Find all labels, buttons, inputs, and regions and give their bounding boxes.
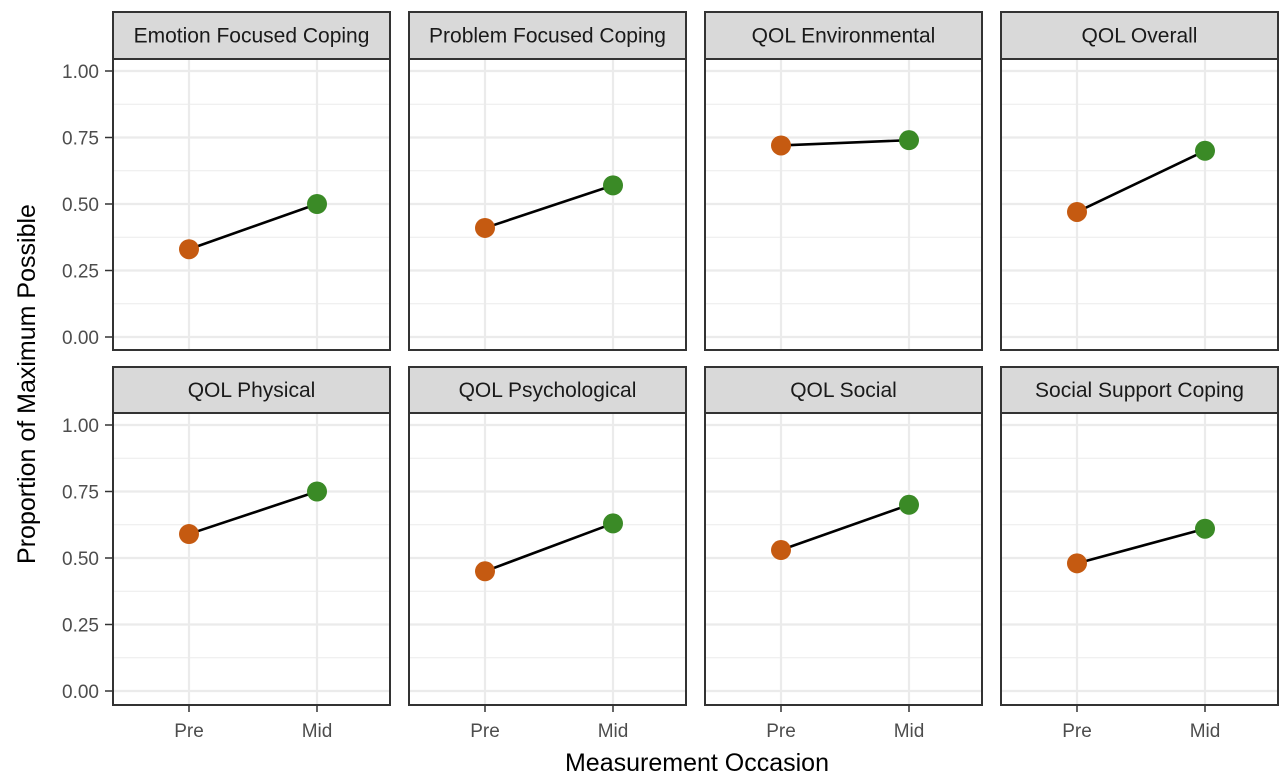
mid-point [1195, 140, 1215, 161]
facet-strip [704, 366, 983, 414]
x-axis-title: Measurement Occasion [565, 749, 829, 777]
pre-point [179, 239, 199, 260]
facet-strip [408, 366, 687, 414]
facet-strip [112, 366, 391, 414]
y-tick-label: 0.75 [62, 129, 99, 150]
y-tick-label: 1.00 [62, 416, 99, 437]
y-axis-title: Proportion of Maximum Possible [13, 204, 41, 564]
mid-point [899, 130, 919, 151]
pre-point [1067, 201, 1087, 222]
mid-point [307, 481, 327, 502]
series-line [780, 503, 910, 552]
mid-point [899, 494, 919, 515]
y-tick-label: 0.75 [62, 483, 99, 504]
x-tick-label: Mid [598, 721, 629, 742]
series-line [1076, 149, 1206, 214]
y-tick-label: 0.00 [62, 328, 99, 349]
y-tick-label: 0.25 [62, 262, 99, 283]
y-tick-label: 0.00 [62, 682, 99, 703]
facet-strip-label: Emotion Focused Coping [134, 25, 370, 48]
series-line [484, 184, 614, 230]
facet-strip [112, 11, 391, 60]
x-tick-label: Pre [1062, 721, 1092, 742]
facet-strip-label: Problem Focused Coping [429, 25, 666, 48]
y-tick-label: 0.50 [62, 195, 99, 216]
pre-point [179, 524, 199, 545]
mid-point [603, 513, 623, 534]
x-tick-label: Pre [470, 721, 500, 742]
facet-strip [1000, 366, 1279, 414]
y-tick-label: 1.00 [62, 62, 99, 83]
facet-strip [704, 11, 983, 60]
x-tick-label: Pre [174, 721, 204, 742]
facet-strip [408, 11, 687, 60]
series-line [188, 202, 318, 251]
facet-strip-label: QOL Psychological [459, 379, 637, 402]
y-tick-label: 0.25 [62, 616, 99, 637]
mid-point [603, 175, 623, 196]
mid-point [307, 194, 327, 214]
pre-point [771, 135, 791, 156]
series-line [780, 138, 910, 147]
facet-strip-label: QOL Physical [188, 379, 316, 402]
series-line [1076, 527, 1206, 565]
series-line [484, 522, 614, 573]
x-tick-label: Mid [894, 721, 925, 742]
facet-strip-label: QOL Overall [1082, 25, 1198, 48]
pre-point [771, 540, 791, 561]
facet-strip-label: QOL Environmental [752, 25, 936, 48]
facet-strip-label: Social Support Coping [1035, 379, 1244, 402]
series-line [188, 490, 318, 536]
facet-strip-label: QOL Social [790, 379, 897, 402]
pre-point [475, 217, 495, 238]
x-tick-label: Pre [766, 721, 796, 742]
facet-strip [1000, 11, 1279, 60]
x-tick-label: Mid [302, 721, 333, 742]
pre-point [1067, 553, 1087, 574]
y-tick-label: 0.50 [62, 549, 99, 570]
pre-point [475, 561, 495, 582]
x-tick-label: Mid [1190, 721, 1221, 742]
mid-point [1195, 518, 1215, 539]
